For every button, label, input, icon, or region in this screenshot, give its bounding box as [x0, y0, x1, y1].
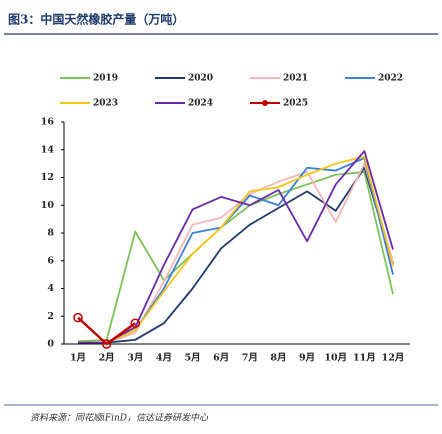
legend-label: 2024 [188, 99, 213, 109]
y-tick-label: 10 [41, 200, 55, 211]
x-tick-label: 12月 [382, 353, 405, 364]
series-line [78, 150, 394, 344]
x-tick-label: 10月 [324, 353, 347, 364]
legend-label: 2021 [283, 74, 308, 84]
x-tick-label: 2月 [99, 353, 115, 364]
y-tick-label: 8 [47, 228, 54, 239]
x-tick-label: 1月 [70, 353, 86, 364]
y-tick-label: 6 [47, 255, 54, 266]
legend-marker [262, 100, 268, 106]
x-tick-label: 11月 [353, 353, 376, 364]
x-tick-label: 3月 [127, 353, 143, 364]
x-tick-label: 5月 [184, 353, 200, 364]
x-tick-label: 7月 [242, 353, 258, 364]
chart-title: 图3：中国天然橡胶产量（万吨） [8, 12, 184, 27]
x-tick-label: 9月 [299, 353, 315, 364]
series-line [78, 166, 394, 344]
legend-label: 2023 [93, 99, 118, 109]
legend-label: 2025 [283, 99, 308, 109]
series-line [78, 155, 394, 344]
series-marker [73, 312, 83, 323]
y-tick-label: 16 [41, 117, 55, 128]
legend-label: 2019 [93, 74, 118, 84]
series-line [78, 162, 394, 344]
series-line [78, 157, 394, 344]
x-tick-label: 6月 [213, 353, 229, 364]
legend-label: 2022 [378, 74, 403, 84]
y-tick-label: 12 [41, 172, 54, 183]
legend-label: 2020 [188, 74, 213, 84]
y-tick-label: 0 [47, 339, 54, 350]
x-tick-label: 4月 [156, 353, 172, 364]
y-tick-label: 4 [47, 283, 54, 294]
y-tick-label: 14 [41, 144, 55, 155]
series-marker [130, 318, 141, 328]
x-tick-label: 8月 [270, 353, 286, 364]
series-marker [101, 339, 112, 349]
series-line [77, 316, 137, 346]
series-line [77, 171, 394, 343]
y-tick-label: 2 [47, 311, 54, 322]
source: 资料来源：同花顺iFinD，信达证券研发中心 [30, 413, 209, 424]
